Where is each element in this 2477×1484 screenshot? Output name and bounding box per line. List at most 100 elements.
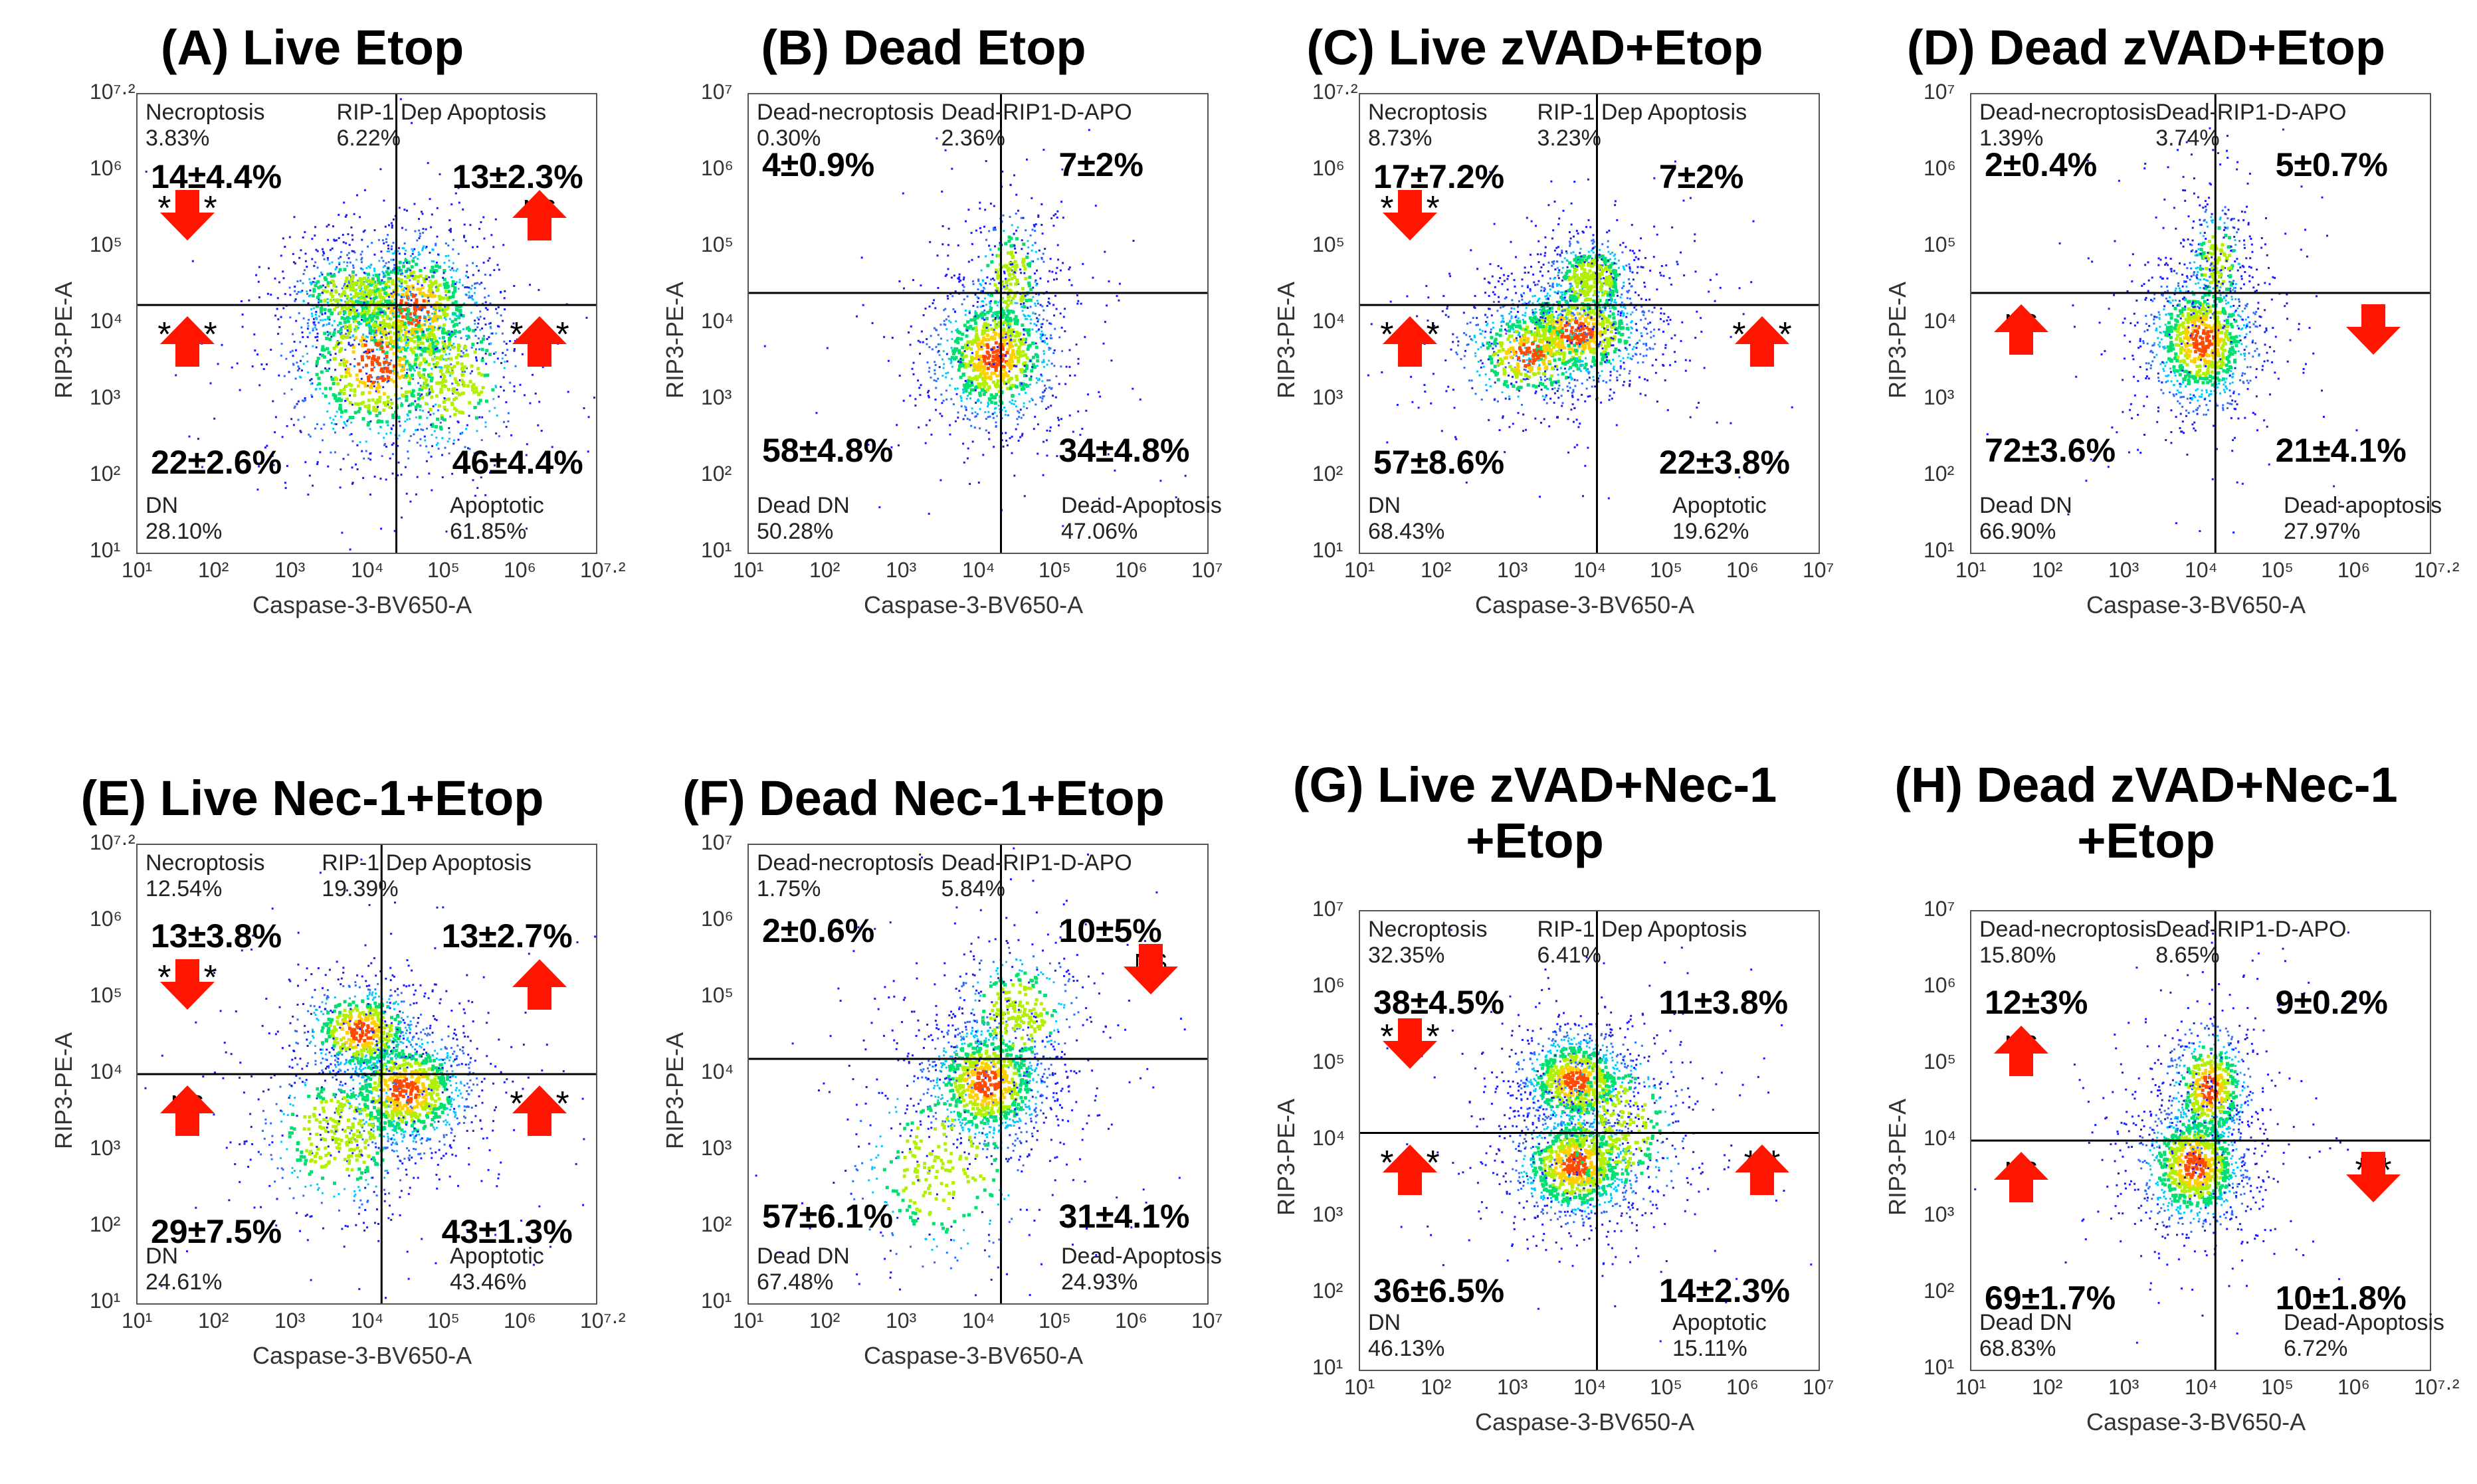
quadrant-mean-sd: 13±3.8% — [151, 917, 282, 955]
quadrant-label-br: Apoptotic 43.46% — [450, 1244, 544, 1295]
red-arrow-icon — [512, 1085, 567, 1136]
quadrant-name: Apoptotic — [1672, 493, 1767, 518]
quadrant-name: Dead-necroptosis — [757, 850, 934, 876]
significance-annotation-tl: * * * — [1380, 189, 1440, 282]
y-axis-label: RIP3-PE-A — [661, 1032, 688, 1149]
quadrant-mean-sd: 14±2.3% — [1658, 1271, 1790, 1309]
quadrant-name: Dead-necroptosis — [757, 100, 934, 125]
arrow-down — [2346, 304, 2401, 355]
y-tick-label: 10⁷·² — [1312, 80, 1358, 104]
quadrant-percent: 6.72% — [2284, 1336, 2348, 1361]
red-arrow-icon — [1383, 190, 1437, 241]
significance-annotation-bl: * * * — [1380, 315, 1440, 408]
arrow-up — [160, 316, 215, 367]
red-arrow-icon — [160, 959, 215, 1010]
quadrant-mean-sd: 31±4.1% — [1058, 1198, 1190, 1235]
event-dots — [1986, 127, 2369, 534]
quadrant-mean-sd: 58±4.8% — [762, 432, 894, 469]
arrow-up — [512, 959, 567, 1010]
x-tick-label: 10⁷·² — [580, 1309, 626, 1333]
quadrant-name: RIP-1 Dep Apoptosis — [1537, 100, 1747, 125]
x-tick-label: 10⁶ — [1726, 558, 1759, 582]
red-arrow-icon — [512, 190, 567, 241]
quadrant-label-bl: Dead DN 50.28% — [757, 493, 850, 545]
y-tick-label: 10⁵ — [1924, 232, 1956, 256]
x-axis-label: Caspase-3-BV650-A — [252, 1342, 472, 1369]
quadrant-name: Dead DN — [1979, 493, 2072, 518]
quadrant-mean-sd: 10±1.8% — [2275, 1279, 2407, 1317]
quadrant-label-tr: RIP-1 Dep Apoptosis 6.41% — [1537, 917, 1747, 969]
y-tick-label: 10⁶ — [701, 156, 734, 180]
red-arrow-icon — [1994, 304, 2048, 355]
quadrant-percent: 6.22% — [336, 126, 401, 151]
quadrant-percent: 24.61% — [146, 1269, 223, 1295]
arrow-down — [2346, 1152, 2401, 1202]
arrow-up — [160, 1085, 215, 1136]
panel-title: (E) Live Nec-1+Etop — [80, 771, 544, 826]
significance-annotation-bl: * * * — [1380, 1143, 1440, 1236]
quadrant-name: Dead-Apoptosis — [1061, 1244, 1222, 1269]
x-tick-label: 10⁶ — [1726, 1375, 1759, 1399]
y-tick-label: 10¹ — [1924, 538, 1955, 562]
y-tick-label: 10⁵ — [1312, 232, 1345, 256]
quadrant-mean-sd: 4±0.9% — [762, 146, 875, 183]
y-tick-label: 10⁴ — [1312, 1126, 1345, 1150]
flow-panel-e: (E) Live Nec-1+Etop Necroptosis 12.54% 13±3… — [13, 764, 625, 1468]
red-arrow-icon — [160, 190, 215, 241]
red-arrow-icon — [160, 1085, 215, 1136]
quadrant-label-br: Apoptotic 15.11% — [1672, 1310, 1767, 1362]
x-axis-label: Caspase-3-BV650-A — [1475, 591, 1695, 618]
flow-panel-a: (A) Live Etop Necroptosis 3.83% 14±4.4% * * … — [13, 13, 625, 717]
quadrant-name: DN — [1368, 493, 1401, 518]
x-tick-label: 10¹ — [1344, 1375, 1375, 1399]
significance-annotation-tr: * — [510, 958, 569, 1051]
y-tick-label: 10³ — [90, 1136, 121, 1160]
y-tick-label: 10⁵ — [90, 983, 122, 1007]
quadrant-label-bl: DN 46.13% — [1368, 1310, 1444, 1362]
quadrant-name: Apoptotic — [450, 1244, 544, 1269]
quadrant-name: DN — [1368, 1310, 1401, 1335]
y-tick-label: 10⁵ — [701, 983, 734, 1007]
y-tick-label: 10⁵ — [1924, 1050, 1956, 1073]
quadrant-name: Necroptosis — [146, 100, 265, 125]
quadrant-percent: 3.83% — [146, 126, 210, 151]
plot-area: Dead-necroptosis 0.30% 4±0.9% Dead-RIP1-D-A… — [747, 93, 1222, 554]
x-axis-label: Caspase-3-BV650-A — [252, 591, 472, 618]
quadrant-percent: 15.11% — [1672, 1336, 1747, 1361]
arrow-up — [1994, 304, 2048, 355]
y-tick-label: 10² — [701, 1212, 732, 1236]
x-tick-label: 10⁴ — [962, 1309, 995, 1333]
density-plot — [1971, 94, 2430, 553]
quadrant-label-br: Dead-apoptosis 27.97% — [2284, 493, 2442, 545]
x-tick-label: 10¹ — [1955, 558, 1987, 582]
y-tick-label: 10⁴ — [1924, 1126, 1957, 1150]
flow-panel-b: (B) Dead Etop Dead-necroptosis 0.30% 4±0.9%… — [625, 13, 1223, 717]
quadrant-mean-sd: 17±7.2% — [1373, 158, 1505, 196]
quadrant-name: Dead-necroptosis — [1979, 100, 2157, 125]
quadrant-label-tl: Dead-necroptosis 0.30% — [757, 100, 934, 151]
x-tick-label: 10⁴ — [2185, 558, 2218, 582]
red-arrow-icon — [512, 316, 567, 367]
y-tick-label: 10⁴ — [90, 309, 123, 333]
quadrant-name: RIP-1 Dep Apoptosis — [1537, 917, 1747, 942]
quadrant-label-tl: Dead-necroptosis 15.80% — [1979, 917, 2156, 969]
panel-title: (C) Live zVAD+Etop — [1306, 20, 1763, 75]
quadrant-mean-sd: 46±4.4% — [452, 444, 583, 482]
x-tick-label: 10⁶ — [1115, 558, 1147, 582]
quadrant-name: DN — [146, 1244, 179, 1269]
y-axis-label: RIP3-PE-A — [50, 1032, 77, 1149]
y-tick-label: 10² — [90, 1212, 121, 1236]
x-tick-label: 10⁷·² — [580, 558, 626, 582]
quadrant-percent: 61.85% — [450, 519, 527, 544]
quadrant-percent: 1.75% — [757, 876, 821, 901]
quadrant-label-bl: DN 28.10% — [146, 493, 222, 545]
quadrant-mean-sd: 22±2.6% — [151, 444, 282, 482]
y-tick-label: 10⁶ — [90, 907, 122, 931]
x-tick-label: 10⁷ — [1191, 558, 1223, 582]
significance-annotation-tl: * * * — [1380, 1017, 1440, 1110]
x-tick-label: 10⁶ — [2337, 1375, 2370, 1399]
flow-panel-c: (C) Live zVAD+Etop Necroptosis 8.73% 17±7.2… — [1236, 13, 1834, 717]
